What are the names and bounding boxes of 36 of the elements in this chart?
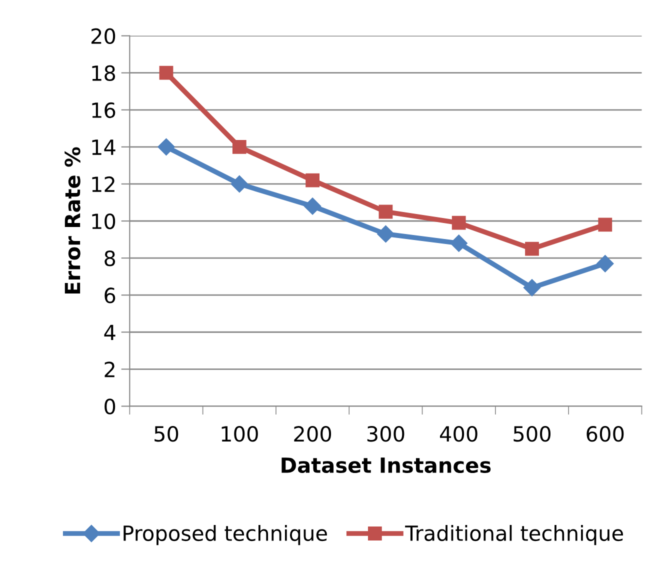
y-tick-label: 14 [92, 140, 116, 155]
x-tick-label: 500 [514, 426, 550, 442]
point [378, 204, 393, 219]
point [452, 216, 466, 230]
point [306, 173, 320, 188]
x-tick-label: 600 [586, 426, 624, 442]
y-tick-label: 0 [104, 398, 116, 414]
x-tick-label: 400 [440, 426, 478, 442]
x-tick-label: 100 [222, 426, 258, 442]
x-tick-label: 50 [154, 426, 178, 442]
y-tick-label: 4 [104, 324, 116, 340]
point [230, 175, 248, 193]
x-tick-label: 300 [367, 426, 404, 442]
point [523, 279, 541, 296]
point [304, 198, 322, 215]
y-tick-label: 16 [92, 102, 116, 118]
y-tick-label: 10 [92, 213, 116, 230]
x-axis-title: Dataset Instances [282, 458, 491, 474]
legend-label: Proposed technique [124, 524, 327, 546]
legend-label: Traditional technique [405, 524, 623, 546]
point [450, 234, 468, 252]
point [159, 66, 174, 80]
y-tick-label: 6 [104, 288, 116, 304]
point [525, 242, 539, 256]
point [158, 138, 175, 156]
y-tick-label: 12 [92, 176, 114, 192]
point [598, 218, 612, 232]
y-tick-label: 18 [92, 65, 116, 82]
point [232, 140, 246, 154]
point [377, 225, 394, 243]
y-tick-label: 2 [104, 362, 114, 378]
y-tick-label: 20 [91, 28, 116, 44]
x-tick-label: 200 [294, 426, 332, 442]
point [596, 255, 614, 272]
y-tick-label: 8 [104, 250, 116, 266]
y-axis-title: Error Rate % [64, 147, 80, 294]
